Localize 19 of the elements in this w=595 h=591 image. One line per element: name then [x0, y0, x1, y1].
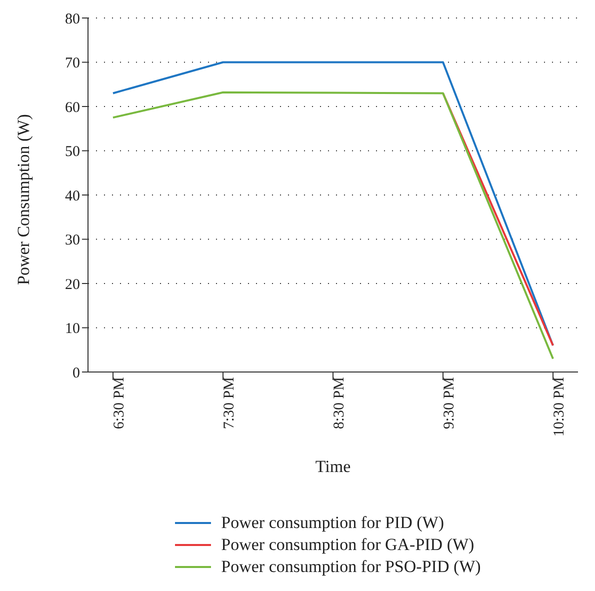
y-tick-label: 0: [72, 365, 80, 382]
y-tick-label: 60: [65, 100, 80, 116]
y-axis-title: Power Consumption (W): [14, 114, 34, 285]
x-tick-label: 6:30 PM: [112, 377, 128, 430]
y-tick-label: 20: [65, 276, 80, 293]
x-tick-label: 10:30 PM: [552, 377, 568, 437]
x-tick-label: 7:30 PM: [222, 377, 238, 430]
y-tick-label: 40: [65, 188, 80, 204]
legend-label: Power consumption for GA-PID (W): [221, 534, 474, 556]
y-tick-label: 10: [65, 321, 80, 338]
x-axis-title: Time: [315, 457, 351, 476]
legend-label: Power consumption for PSO-PID (W): [221, 556, 481, 578]
y-tick-label: 50: [65, 144, 80, 160]
y-tick-label: 30: [65, 232, 80, 249]
y-tick-label: 70: [65, 56, 80, 72]
legend-label: Power consumption for PID (W): [221, 512, 444, 534]
x-tick-label: 9:30 PM: [442, 377, 458, 430]
x-tick-label: 8:30 PM: [332, 377, 348, 430]
y-tick-label: 80: [65, 11, 80, 28]
